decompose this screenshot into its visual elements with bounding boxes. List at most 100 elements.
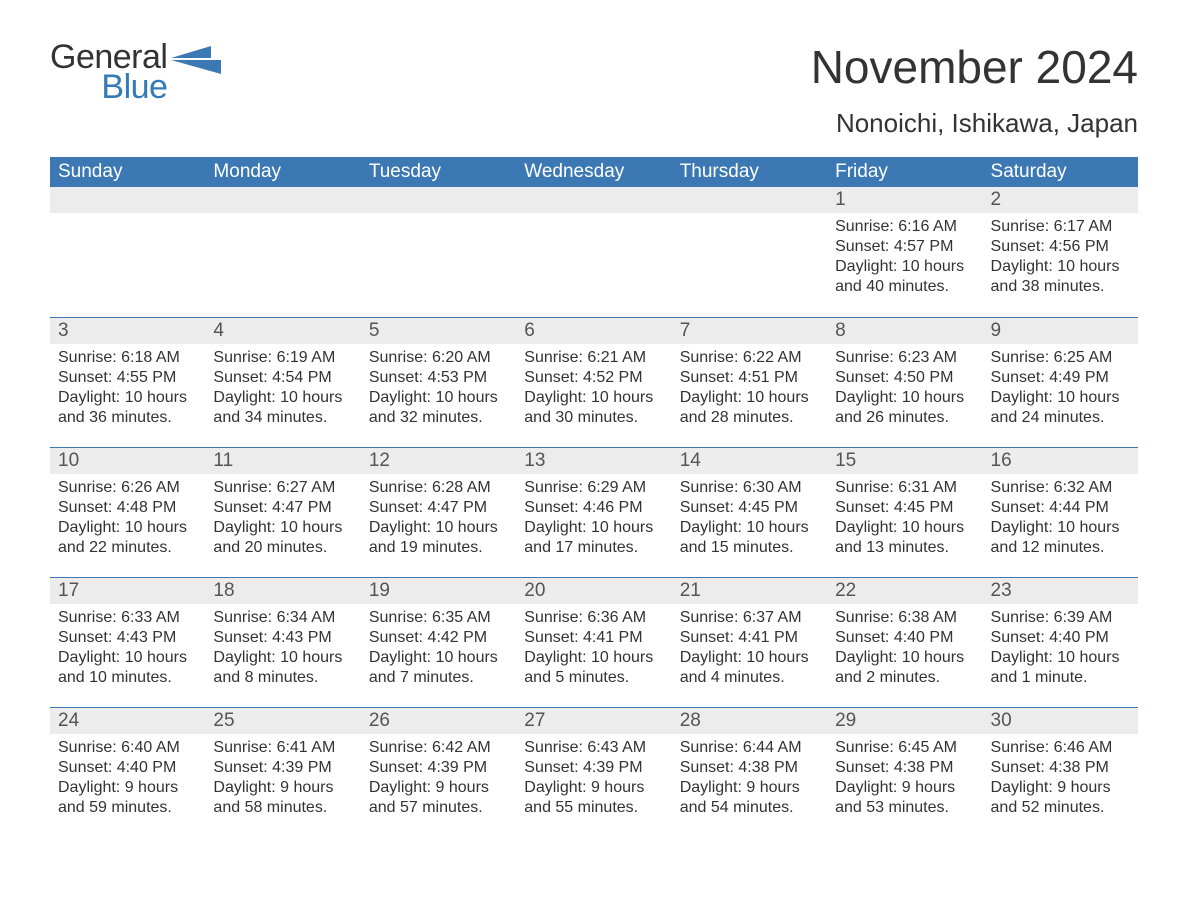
day-cell: 2Sunrise: 6:17 AMSunset: 4:56 PMDaylight… [983,187,1138,317]
sunrise-line: Sunrise: 6:17 AM [991,217,1130,237]
day-cell: 1Sunrise: 6:16 AMSunset: 4:57 PMDaylight… [827,187,982,317]
sunset-line: Sunset: 4:52 PM [524,368,663,388]
daylight-line: Daylight: 10 hours and 30 minutes. [524,388,663,428]
day-cell: 6 Sunrise: 6:21 AMSunset: 4:52 PMDaylight… [516,317,671,447]
sunrise-line: Sunrise: 6:44 AM [680,738,819,758]
month-title: November 2024 [811,40,1138,94]
sunrise-line: Sunrise: 6:42 AM [369,738,508,758]
day-cell: 8Sunrise: 6:23 AMSunset: 4:50 PMDaylight… [827,317,982,447]
daylight-line: Daylight: 10 hours and 19 minutes. [369,518,508,558]
day-number: 24 [50,708,205,734]
sunrise-line: Sunrise: 6:46 AM [991,738,1130,758]
location: Nonoichi, Ishikawa, Japan [811,108,1138,139]
day-number: 17 [50,578,205,604]
daylight-line: Daylight: 10 hours and 17 minutes. [524,518,663,558]
day-cell: 24Sunrise: 6:40 AMSunset: 4:40 PMDayligh… [50,707,205,837]
daylight-line: Daylight: 10 hours and 2 minutes. [835,648,974,688]
day-body: Sunrise: 6:33 AMSunset: 4:43 PMDaylight:… [50,604,205,694]
day-body: Sunrise: 6:44 AMSunset: 4:38 PMDaylight:… [672,734,827,824]
week-row: 10Sunrise: 6:26 AMSunset: 4:48 PMDayligh… [50,447,1138,577]
day-body: Sunrise: 6:35 AMSunset: 4:42 PMDaylight:… [361,604,516,694]
sunset-line: Sunset: 4:45 PM [835,498,974,518]
day-number: 6 [516,318,671,344]
day-cell: 15Sunrise: 6:31 AMSunset: 4:45 PMDayligh… [827,447,982,577]
daylight-line: Daylight: 10 hours and 36 minutes. [58,388,197,428]
title-block: November 2024 Nonoichi, Ishikawa, Japan [811,40,1138,139]
day-cell: 3Sunrise: 6:18 AMSunset: 4:55 PMDaylight… [50,317,205,447]
daylight-line: Daylight: 10 hours and 1 minute. [991,648,1130,688]
day-cell: 9Sunrise: 6:25 AMSunset: 4:49 PMDaylight… [983,317,1138,447]
day-number: 20 [516,578,671,604]
day-number: 28 [672,708,827,734]
daylight-line: Daylight: 9 hours and 53 minutes. [835,778,974,818]
day-body: Sunrise: 6:20 AMSunset: 4:53 PMDaylight:… [361,344,516,434]
day-body: Sunrise: 6:41 AMSunset: 4:39 PMDaylight:… [205,734,360,824]
daylight-line: Daylight: 9 hours and 58 minutes. [213,778,352,818]
day-number [205,187,360,213]
sunset-line: Sunset: 4:55 PM [58,368,197,388]
sunset-line: Sunset: 4:39 PM [369,758,508,778]
week-row: 17Sunrise: 6:33 AMSunset: 4:43 PMDayligh… [50,577,1138,707]
day-number: 4 [205,318,360,344]
day-cell: 18Sunrise: 6:34 AMSunset: 4:43 PMDayligh… [205,577,360,707]
day-body: Sunrise: 6:30 AMSunset: 4:45 PMDaylight:… [672,474,827,564]
weekday-header: Friday [827,157,982,187]
day-cell: 7Sunrise: 6:22 AMSunset: 4:51 PMDaylight… [672,317,827,447]
day-number: 15 [827,448,982,474]
weekday-header: Wednesday [516,157,671,187]
sunset-line: Sunset: 4:50 PM [835,368,974,388]
daylight-line: Daylight: 10 hours and 7 minutes. [369,648,508,688]
day-cell [205,187,360,317]
day-cell: 20Sunrise: 6:36 AMSunset: 4:41 PMDayligh… [516,577,671,707]
daylight-line: Daylight: 10 hours and 20 minutes. [213,518,352,558]
day-number: 16 [983,448,1138,474]
day-cell: 5Sunrise: 6:20 AMSunset: 4:53 PMDaylight… [361,317,516,447]
sunset-line: Sunset: 4:38 PM [835,758,974,778]
day-number: 19 [361,578,516,604]
day-number: 7 [672,318,827,344]
sunset-line: Sunset: 4:57 PM [835,237,974,257]
day-body: Sunrise: 6:34 AMSunset: 4:43 PMDaylight:… [205,604,360,694]
calendar-body: 1Sunrise: 6:16 AMSunset: 4:57 PMDaylight… [50,187,1138,837]
day-number: 2 [983,187,1138,213]
day-number: 14 [672,448,827,474]
sunrise-line: Sunrise: 6:25 AM [991,348,1130,368]
sunrise-line: Sunrise: 6:19 AM [213,348,352,368]
day-cell: 17Sunrise: 6:33 AMSunset: 4:43 PMDayligh… [50,577,205,707]
weekday-header: Thursday [672,157,827,187]
day-body: Sunrise: 6:22 AMSunset: 4:51 PMDaylight:… [672,344,827,434]
day-number [672,187,827,213]
sunrise-line: Sunrise: 6:23 AM [835,348,974,368]
day-number: 30 [983,708,1138,734]
day-number [50,187,205,213]
sunrise-line: Sunrise: 6:30 AM [680,478,819,498]
day-body: Sunrise: 6:31 AMSunset: 4:45 PMDaylight:… [827,474,982,564]
weekday-header: Saturday [983,157,1138,187]
day-number: 8 [827,318,982,344]
day-body: Sunrise: 6:45 AMSunset: 4:38 PMDaylight:… [827,734,982,824]
day-cell [50,187,205,317]
day-cell: 21Sunrise: 6:37 AMSunset: 4:41 PMDayligh… [672,577,827,707]
sunset-line: Sunset: 4:41 PM [524,628,663,648]
day-cell: 16Sunrise: 6:32 AMSunset: 4:44 PMDayligh… [983,447,1138,577]
sunrise-line: Sunrise: 6:18 AM [58,348,197,368]
sunrise-line: Sunrise: 6:26 AM [58,478,197,498]
sunset-line: Sunset: 4:40 PM [991,628,1130,648]
sunset-line: Sunset: 4:49 PM [991,368,1130,388]
header: General Blue November 2024 Nonoichi, Ish… [50,40,1138,139]
daylight-line: Daylight: 10 hours and 24 minutes. [991,388,1130,428]
sunrise-line: Sunrise: 6:31 AM [835,478,974,498]
daylight-line: Daylight: 10 hours and 34 minutes. [213,388,352,428]
sunset-line: Sunset: 4:38 PM [991,758,1130,778]
day-number: 11 [205,448,360,474]
daylight-line: Daylight: 9 hours and 55 minutes. [524,778,663,818]
sunset-line: Sunset: 4:39 PM [524,758,663,778]
sunrise-line: Sunrise: 6:45 AM [835,738,974,758]
day-number [361,187,516,213]
sunrise-line: Sunrise: 6:21 AM [524,348,663,368]
day-body: Sunrise: 6:17 AMSunset: 4:56 PMDaylight:… [983,213,1138,303]
week-row: 24Sunrise: 6:40 AMSunset: 4:40 PMDayligh… [50,707,1138,837]
sunrise-line: Sunrise: 6:22 AM [680,348,819,368]
day-body: Sunrise: 6:46 AMSunset: 4:38 PMDaylight:… [983,734,1138,824]
day-body: Sunrise: 6:39 AMSunset: 4:40 PMDaylight:… [983,604,1138,694]
